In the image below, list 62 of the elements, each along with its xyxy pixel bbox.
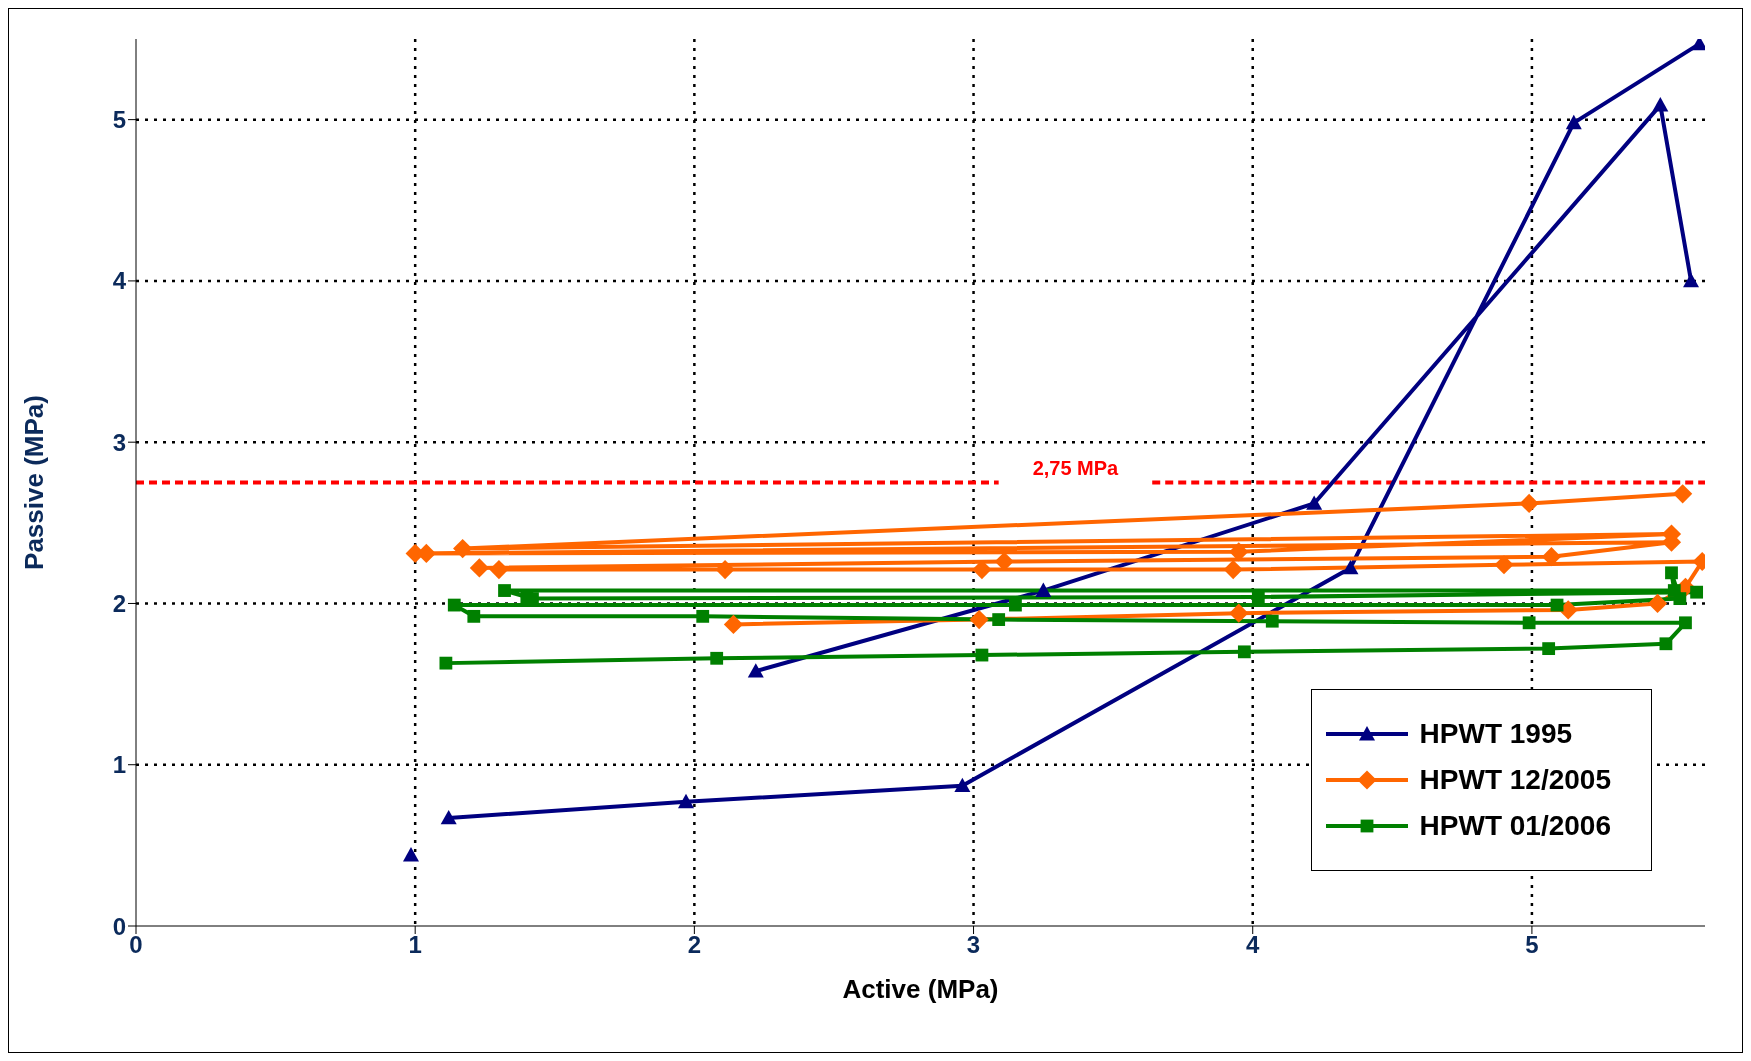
point <box>1673 484 1693 504</box>
point <box>1541 547 1562 567</box>
point <box>992 613 1006 626</box>
point <box>696 609 710 623</box>
point <box>1519 493 1539 514</box>
point <box>1542 642 1556 656</box>
point <box>954 777 971 793</box>
y-tick-label: 4 <box>112 267 127 295</box>
point <box>1558 600 1578 620</box>
point <box>1342 559 1359 575</box>
x-axis-title: Active (MPa) <box>842 974 999 1004</box>
ref-line-label: 2,75 MPa <box>1032 456 1120 479</box>
point <box>1659 637 1673 651</box>
point <box>723 614 744 635</box>
point <box>1229 542 1249 562</box>
point <box>1009 598 1022 612</box>
x-tick-label: 5 <box>1525 931 1539 959</box>
point <box>440 809 457 825</box>
point <box>747 663 764 678</box>
y-tick-label: 5 <box>112 106 126 134</box>
point <box>1679 616 1692 630</box>
point <box>1565 114 1582 130</box>
point <box>469 558 489 578</box>
point <box>1683 272 1700 288</box>
point <box>1690 585 1704 599</box>
point <box>1494 555 1514 575</box>
point <box>453 539 473 559</box>
point <box>715 559 735 580</box>
legend-label: HPWT 1995 <box>1419 718 1573 750</box>
x-tick-label: 1 <box>408 931 422 959</box>
point <box>677 793 694 809</box>
point <box>467 609 481 623</box>
point <box>1035 582 1052 597</box>
point <box>1223 559 1243 580</box>
point <box>489 559 509 580</box>
x-tick-label: 3 <box>966 931 981 959</box>
legend-label: HPWT 01/2006 <box>1419 810 1611 842</box>
point <box>498 584 511 597</box>
point <box>1265 614 1279 628</box>
legend-label: HPWT 12/2005 <box>1419 764 1611 796</box>
y-tick-label: 2 <box>112 589 126 617</box>
point <box>1652 97 1669 112</box>
y-tick-label: 1 <box>112 751 126 779</box>
point <box>402 847 419 862</box>
point <box>1667 584 1681 597</box>
point <box>1229 603 1249 623</box>
y-tick-label: 0 <box>112 912 126 940</box>
x-tick-label: 4 <box>1246 931 1261 959</box>
point <box>447 598 461 612</box>
x-tick-label: 2 <box>687 931 702 959</box>
point <box>1522 616 1536 630</box>
point <box>710 651 724 665</box>
y-axis-title: Passive (MPa) <box>19 395 50 570</box>
y-tick-label: 3 <box>112 428 126 456</box>
point <box>1251 590 1265 604</box>
point <box>1237 645 1251 659</box>
point <box>1647 593 1668 614</box>
x-tick-label: 0 <box>129 931 143 959</box>
point <box>439 656 453 670</box>
point <box>969 609 989 630</box>
point <box>1665 566 1678 580</box>
point <box>1306 495 1323 510</box>
